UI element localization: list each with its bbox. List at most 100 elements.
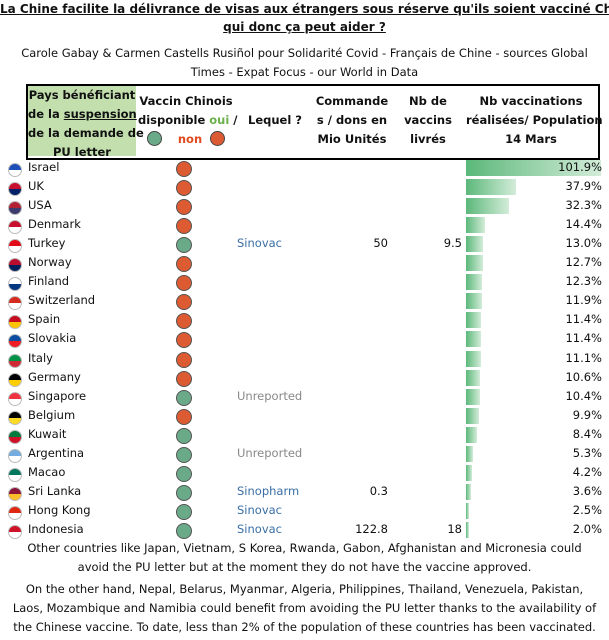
rate-bar bbox=[466, 293, 482, 310]
header-text: Pays bénéficiant bbox=[28, 88, 136, 102]
rate-bar bbox=[466, 521, 469, 538]
title: La Chine facilite la délivrance de visas… bbox=[0, 2, 609, 16]
flag bbox=[8, 505, 22, 520]
rate-bar bbox=[466, 350, 481, 367]
header-text: de la demande de bbox=[28, 126, 144, 140]
footer-text: the Chinese vaccine. To date, less than … bbox=[13, 620, 596, 634]
flag bbox=[8, 163, 22, 177]
rate-label: 32.3% bbox=[565, 198, 602, 213]
country: Switzerland bbox=[28, 293, 96, 308]
header-text: / bbox=[229, 113, 238, 127]
rate-bar bbox=[466, 502, 470, 519]
flag bbox=[8, 296, 22, 311]
header-text: s / dons en bbox=[316, 113, 388, 127]
rate-label: 11.4% bbox=[565, 331, 602, 346]
rate-label: 11.9% bbox=[565, 293, 602, 308]
country: Denmark bbox=[28, 217, 81, 232]
rate-bar bbox=[466, 179, 517, 196]
rate-bar bbox=[466, 274, 483, 291]
country: Germany bbox=[28, 369, 81, 384]
vaccine-name: Sinopharm bbox=[237, 483, 300, 498]
availability-dot bbox=[176, 503, 192, 520]
ordered: 0.3 bbox=[369, 483, 388, 498]
flag bbox=[8, 467, 22, 482]
availability-dot bbox=[176, 332, 192, 349]
header-oui: oui bbox=[209, 113, 230, 127]
availability-dot bbox=[176, 446, 192, 463]
header-text: suspension bbox=[63, 107, 137, 121]
flag bbox=[8, 524, 22, 539]
country: Argentina bbox=[28, 445, 85, 460]
footer-text: avoid the PU letter but at the moment th… bbox=[77, 560, 532, 574]
legend-dot bbox=[210, 131, 226, 146]
header-text: de la bbox=[28, 107, 64, 121]
header-text: non bbox=[138, 130, 234, 149]
delivered: 9.5 bbox=[443, 236, 462, 251]
flag bbox=[8, 277, 22, 292]
flag bbox=[8, 486, 22, 501]
flag bbox=[8, 391, 22, 406]
rate-label: 10.4% bbox=[565, 388, 602, 403]
rate-label: 37.9% bbox=[565, 179, 602, 194]
vaccine-name: Unreported bbox=[237, 388, 303, 403]
availability-dot bbox=[176, 256, 192, 273]
ordered: 50 bbox=[373, 236, 388, 251]
country: Indonesia bbox=[28, 521, 84, 536]
rate-bar bbox=[466, 331, 482, 348]
header-text: vaccins bbox=[404, 113, 452, 127]
availability-dot bbox=[176, 180, 192, 197]
rate-label: 14.4% bbox=[565, 217, 602, 232]
rate-bar bbox=[466, 426, 478, 443]
footer-text: Laos, Mozambique and Namibia could benef… bbox=[12, 601, 597, 615]
flag bbox=[8, 353, 22, 368]
availability-dot bbox=[176, 275, 192, 292]
rate-label: 2.0% bbox=[572, 521, 602, 536]
ordered: 122.8 bbox=[355, 521, 388, 536]
availability-dot bbox=[176, 465, 192, 482]
header-rate: Nb vaccinations réalisées/ Population 14… bbox=[466, 92, 603, 149]
availability-dot bbox=[176, 237, 192, 254]
flag bbox=[8, 258, 22, 273]
flag bbox=[8, 429, 22, 444]
header-country: Pays bénéficiant de la suspension de la … bbox=[28, 86, 144, 159]
country: Spain bbox=[28, 312, 61, 327]
rate-label: 10.6% bbox=[565, 369, 602, 384]
rate-label: 4.2% bbox=[572, 464, 602, 479]
rate-bar bbox=[466, 407, 480, 424]
subtitle: Times - Expat Focus - our World in Data bbox=[190, 65, 419, 79]
header-text: disponible bbox=[138, 113, 210, 127]
header-which: Lequel ? bbox=[248, 113, 302, 127]
rate-label: 11.4% bbox=[565, 312, 602, 327]
header-text: Nb de bbox=[409, 94, 447, 108]
flag bbox=[8, 315, 22, 330]
availability-dot bbox=[176, 313, 192, 330]
header-text: de la suspension bbox=[28, 105, 137, 124]
flag bbox=[8, 239, 22, 254]
country: Israel bbox=[28, 160, 60, 174]
delivered: 18 bbox=[447, 521, 462, 536]
header-text: PU letter bbox=[53, 145, 111, 159]
header-text: réalisées/ Population bbox=[466, 113, 603, 127]
rate-bar bbox=[466, 445, 474, 462]
availability-dot bbox=[176, 370, 192, 387]
rate-bar bbox=[466, 217, 486, 234]
flag bbox=[8, 334, 22, 349]
flag bbox=[8, 220, 22, 235]
rate-bar bbox=[466, 236, 484, 253]
availability-dot bbox=[176, 522, 192, 539]
header-text: Vaccin Chinois bbox=[139, 94, 233, 108]
rate-bar bbox=[466, 312, 482, 329]
header-text: Mio Unités bbox=[317, 132, 387, 146]
flag bbox=[8, 448, 22, 463]
header-ordered: Commande s / dons en Mio Unités bbox=[312, 92, 392, 149]
country: Macao bbox=[28, 464, 66, 479]
availability-dot bbox=[176, 199, 192, 216]
availability-dot bbox=[176, 408, 192, 425]
header-available: Vaccin Chinois disponible oui / non bbox=[138, 92, 238, 149]
country: Norway bbox=[28, 255, 72, 270]
header-delivered: Nb de vaccins livrés bbox=[396, 92, 460, 149]
rate-label: 12.3% bbox=[565, 274, 602, 289]
header-text: livrés bbox=[410, 132, 446, 146]
footer-text: Other countries like Japan, Vietnam, S K… bbox=[27, 541, 582, 555]
